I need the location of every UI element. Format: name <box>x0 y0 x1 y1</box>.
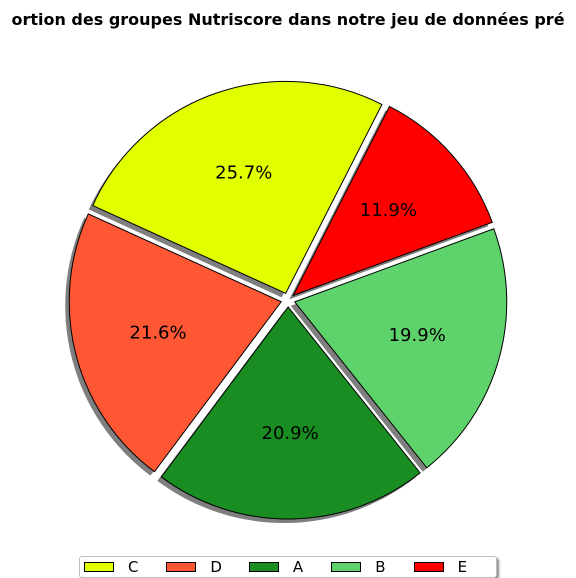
legend-item-c: C <box>84 558 166 576</box>
legend-label: B <box>375 558 386 576</box>
slice-label-a: 20.9% <box>262 423 319 444</box>
legend-label: A <box>292 558 304 576</box>
slice-label-b: 19.9% <box>389 325 446 346</box>
legend-label: E <box>457 558 468 576</box>
slice-label-e: 11.9% <box>360 200 417 221</box>
legend: C D A B E <box>79 556 497 578</box>
chart-title: ortion des groupes Nutriscore dans notre… <box>11 10 565 29</box>
slice-label-c: 25.7% <box>215 162 272 183</box>
legend-swatch <box>248 562 279 572</box>
slice-e <box>292 105 493 297</box>
legend-swatch <box>84 562 114 572</box>
legend-item-b: B <box>331 558 413 576</box>
legend-swatch <box>331 562 362 572</box>
legend-item-e: E <box>413 558 496 576</box>
legend-swatch <box>413 562 444 572</box>
legend-label: D <box>210 558 222 576</box>
pie-slices <box>68 80 508 520</box>
legend-label: C <box>128 558 139 576</box>
slice-d <box>68 213 282 473</box>
legend-swatch <box>166 562 197 572</box>
slice-a <box>160 306 421 520</box>
slice-c <box>92 80 383 295</box>
slice-label-d: 21.6% <box>129 322 186 343</box>
pie-labels: 25.7% 21.6% 20.9% 19.9% 11.9% <box>129 162 445 444</box>
legend-item-d: D <box>166 558 248 576</box>
legend-item-a: A <box>248 558 331 576</box>
slice-b <box>293 228 508 469</box>
